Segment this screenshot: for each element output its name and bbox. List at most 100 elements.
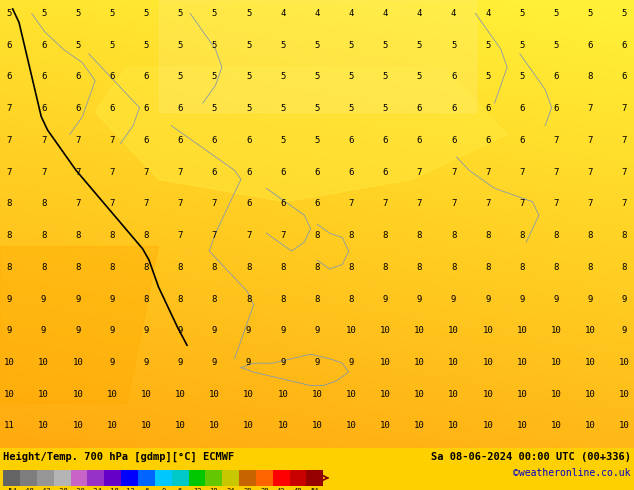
Text: 10: 10 <box>346 421 356 430</box>
Text: 6: 6 <box>417 104 422 113</box>
Text: 5: 5 <box>417 41 422 49</box>
Text: 8: 8 <box>41 231 46 240</box>
Text: 5: 5 <box>519 9 525 18</box>
Text: 10: 10 <box>141 390 152 399</box>
Text: 9: 9 <box>41 326 46 335</box>
Text: 10: 10 <box>107 390 117 399</box>
Text: 5: 5 <box>280 104 285 113</box>
Text: 5: 5 <box>553 9 559 18</box>
Text: 7: 7 <box>622 199 627 208</box>
Text: 5: 5 <box>383 41 388 49</box>
Text: 8: 8 <box>349 294 354 303</box>
Text: 8: 8 <box>178 294 183 303</box>
Text: 7: 7 <box>109 199 115 208</box>
Text: 8: 8 <box>143 231 149 240</box>
Text: 8: 8 <box>349 231 354 240</box>
Text: -24: -24 <box>89 488 102 490</box>
Text: 10: 10 <box>517 390 527 399</box>
Text: 9: 9 <box>178 358 183 367</box>
Text: 7: 7 <box>588 199 593 208</box>
Text: 6: 6 <box>178 488 182 490</box>
Text: 5: 5 <box>519 73 525 81</box>
Bar <box>256 470 273 486</box>
Bar <box>306 470 323 486</box>
Text: 9: 9 <box>519 294 525 303</box>
Text: 10: 10 <box>585 390 596 399</box>
Text: 48: 48 <box>294 488 302 490</box>
Text: 10: 10 <box>278 421 288 430</box>
Text: 7: 7 <box>451 168 456 176</box>
Text: 10: 10 <box>517 326 527 335</box>
Text: 8: 8 <box>212 263 217 272</box>
Text: 8: 8 <box>349 263 354 272</box>
Text: 9: 9 <box>7 294 12 303</box>
Text: 6: 6 <box>246 136 251 145</box>
Text: 5: 5 <box>417 73 422 81</box>
Text: 5: 5 <box>349 73 354 81</box>
Text: 7: 7 <box>451 199 456 208</box>
Text: 10: 10 <box>448 326 459 335</box>
Text: 8: 8 <box>553 231 559 240</box>
Text: 6: 6 <box>280 168 285 176</box>
Bar <box>20 470 37 486</box>
Text: 9: 9 <box>314 326 320 335</box>
Text: 10: 10 <box>517 358 527 367</box>
Text: 8: 8 <box>7 231 12 240</box>
Text: 9: 9 <box>75 326 81 335</box>
Text: 7: 7 <box>75 136 81 145</box>
Text: 6: 6 <box>553 73 559 81</box>
Text: 7: 7 <box>178 231 183 240</box>
Text: 6: 6 <box>75 73 81 81</box>
Text: 5: 5 <box>451 41 456 49</box>
Text: 6: 6 <box>383 136 388 145</box>
Text: 42: 42 <box>277 488 285 490</box>
Text: 9: 9 <box>553 294 559 303</box>
Text: -38: -38 <box>56 488 68 490</box>
Text: 8: 8 <box>314 294 320 303</box>
Text: 6: 6 <box>383 168 388 176</box>
Text: 10: 10 <box>209 390 220 399</box>
Text: 8: 8 <box>451 263 456 272</box>
Text: 5: 5 <box>383 73 388 81</box>
Text: 10: 10 <box>209 421 220 430</box>
Bar <box>54 470 70 486</box>
Text: 7: 7 <box>519 168 525 176</box>
Text: Sa 08-06-2024 00:00 UTC (00+336): Sa 08-06-2024 00:00 UTC (00+336) <box>431 452 631 462</box>
Bar <box>239 470 256 486</box>
Polygon shape <box>158 0 476 112</box>
Text: 9: 9 <box>349 358 354 367</box>
Text: 6: 6 <box>451 136 456 145</box>
Text: 5: 5 <box>246 9 251 18</box>
Text: 9: 9 <box>280 358 285 367</box>
Text: 6: 6 <box>75 104 81 113</box>
Text: 10: 10 <box>243 421 254 430</box>
Text: 9: 9 <box>109 294 115 303</box>
Bar <box>172 470 188 486</box>
Text: 5: 5 <box>622 9 627 18</box>
Bar <box>138 470 155 486</box>
Text: 7: 7 <box>280 231 285 240</box>
Text: 7: 7 <box>383 199 388 208</box>
Text: 9: 9 <box>417 294 422 303</box>
Text: 6: 6 <box>553 104 559 113</box>
Text: 6: 6 <box>178 104 183 113</box>
Text: 10: 10 <box>482 390 493 399</box>
Text: 8: 8 <box>109 231 115 240</box>
Text: -42: -42 <box>39 488 52 490</box>
Text: 30: 30 <box>243 488 252 490</box>
Text: 7: 7 <box>553 199 559 208</box>
Text: 8: 8 <box>485 231 491 240</box>
Text: 5: 5 <box>109 41 115 49</box>
Text: 5: 5 <box>485 41 491 49</box>
Text: 10: 10 <box>380 421 391 430</box>
Text: 6: 6 <box>451 104 456 113</box>
Text: 5: 5 <box>519 41 525 49</box>
Text: 10: 10 <box>585 326 596 335</box>
Text: 6: 6 <box>519 104 525 113</box>
Text: 10: 10 <box>619 421 630 430</box>
Text: 24: 24 <box>226 488 235 490</box>
Text: 8: 8 <box>622 263 627 272</box>
Text: 8: 8 <box>314 231 320 240</box>
Text: 9: 9 <box>280 326 285 335</box>
Text: 8: 8 <box>314 263 320 272</box>
